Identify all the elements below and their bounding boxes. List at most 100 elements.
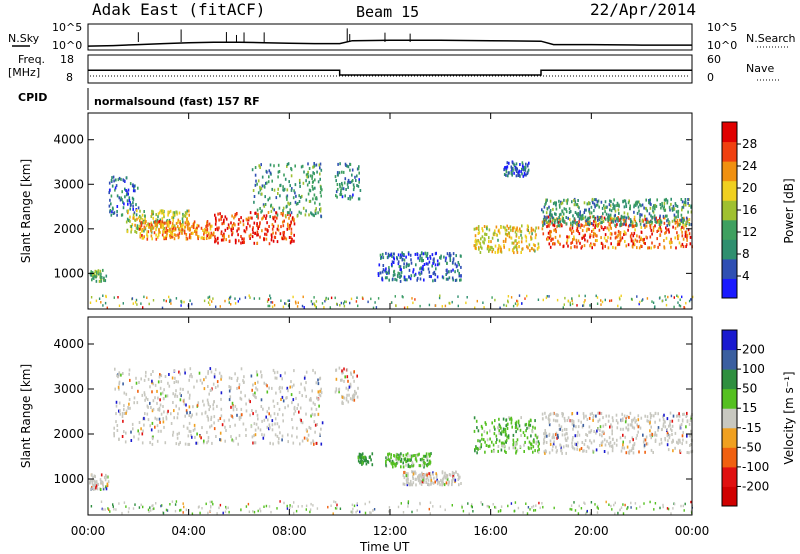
data-cell — [600, 215, 602, 219]
data-cell — [583, 414, 585, 418]
data-cell — [565, 438, 567, 442]
data-cell — [397, 253, 400, 257]
data-cell — [618, 219, 621, 222]
data-cell — [340, 378, 342, 382]
ground-cell — [664, 295, 666, 298]
data-cell — [350, 180, 353, 184]
data-cell — [298, 210, 301, 214]
data-cell — [571, 445, 574, 448]
data-cell — [423, 278, 425, 282]
data-cell — [277, 228, 280, 232]
data-cell — [171, 230, 174, 233]
data-cell — [393, 252, 395, 256]
data-cell — [152, 399, 155, 403]
data-cell — [171, 216, 173, 220]
data-cell — [477, 439, 479, 443]
data-cell — [685, 425, 687, 429]
data-cell — [181, 231, 183, 235]
data-cell — [256, 388, 259, 392]
data-cell — [273, 188, 276, 192]
data-cell — [216, 380, 219, 384]
ground-cell — [323, 306, 325, 309]
data-cell — [449, 259, 452, 262]
data-cell — [256, 214, 258, 218]
data-cell — [388, 278, 390, 282]
data-cell — [268, 423, 271, 427]
data-cell — [412, 475, 414, 479]
data-cell — [394, 457, 397, 461]
data-cell — [93, 474, 96, 478]
data-cell — [181, 217, 184, 221]
data-cell — [493, 449, 495, 453]
data-cell — [684, 201, 687, 204]
data-cell — [643, 443, 646, 447]
data-cell — [210, 424, 213, 428]
data-cell — [96, 487, 99, 491]
data-cell — [239, 396, 242, 400]
data-cell — [235, 436, 237, 440]
data-cell — [425, 481, 427, 484]
data-cell — [274, 422, 276, 426]
ground-cell — [289, 504, 291, 507]
station-title: Adak East (fitACF) — [92, 0, 265, 19]
power-data — [89, 160, 694, 310]
data-cell — [232, 404, 234, 408]
data-cell — [579, 225, 582, 229]
data-cell — [158, 211, 161, 215]
data-cell — [558, 423, 561, 427]
data-cell — [155, 213, 157, 217]
data-cell — [572, 238, 574, 241]
data-cell — [602, 212, 604, 216]
data-cell — [598, 411, 601, 415]
data-cell — [481, 433, 483, 437]
data-cell — [313, 193, 316, 197]
ground-cell — [132, 507, 135, 510]
data-cell — [669, 208, 671, 212]
data-cell — [543, 205, 546, 209]
data-cell — [278, 387, 281, 391]
data-cell — [124, 195, 126, 199]
data-cell — [599, 444, 601, 447]
data-cell — [580, 214, 583, 218]
data-cell — [666, 434, 669, 438]
data-cell — [273, 371, 276, 375]
ground-cell — [681, 295, 683, 299]
data-cell — [612, 202, 614, 206]
data-cell — [288, 202, 291, 206]
data-cell — [635, 203, 637, 207]
data-cell — [210, 231, 213, 235]
ground-cell — [434, 304, 437, 307]
data-cell — [503, 173, 506, 176]
data-cell — [377, 274, 380, 277]
data-cell — [263, 214, 265, 218]
data-cell — [253, 441, 256, 445]
data-cell — [365, 458, 367, 462]
data-cell — [275, 376, 278, 380]
data-cell — [277, 170, 280, 174]
ground-cell — [356, 502, 358, 505]
data-cell — [287, 440, 289, 444]
data-cell — [560, 425, 563, 429]
data-cell — [418, 271, 420, 275]
data-cell — [592, 201, 594, 205]
data-cell — [297, 202, 299, 205]
data-cell — [582, 423, 585, 427]
ground-cell — [595, 294, 597, 298]
data-cell — [135, 381, 138, 385]
data-cell — [421, 476, 423, 479]
data-cell — [289, 208, 291, 212]
ground-cell — [609, 299, 611, 303]
data-cell — [162, 209, 165, 213]
data-cell — [601, 440, 604, 444]
ground-cell — [313, 302, 315, 305]
ground-cell — [571, 302, 574, 306]
data-cell — [636, 423, 638, 427]
ground-cell — [507, 300, 509, 304]
data-cell — [203, 403, 205, 407]
ground-cell — [95, 299, 98, 303]
data-cell — [547, 236, 549, 240]
ground-cell — [373, 508, 376, 511]
data-cell — [180, 394, 182, 398]
data-cell — [136, 217, 138, 221]
data-cell — [234, 423, 236, 427]
